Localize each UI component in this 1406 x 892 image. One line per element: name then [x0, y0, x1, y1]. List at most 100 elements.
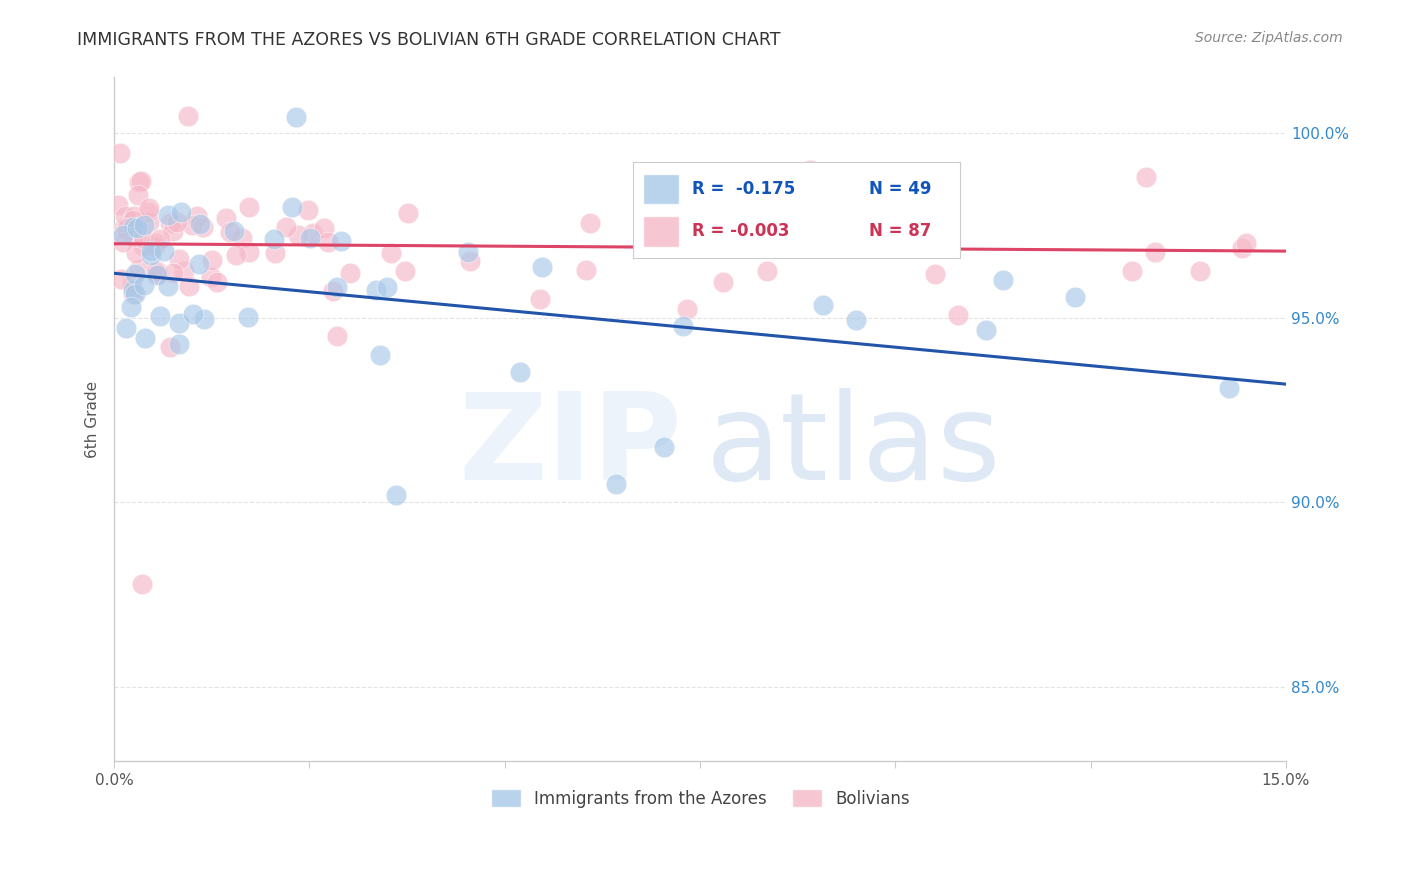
Point — [138, 201, 160, 215]
Point — [132, 218, 155, 232]
Point — [157, 207, 180, 221]
Point — [110, 272, 132, 286]
Point — [222, 223, 245, 237]
Point — [122, 213, 145, 227]
Point — [364, 283, 387, 297]
Point — [887, 212, 910, 227]
Point — [917, 219, 939, 234]
Point — [146, 264, 169, 278]
Point — [121, 283, 143, 297]
Point — [112, 228, 135, 243]
Point — [974, 322, 997, 336]
Point — [186, 209, 208, 223]
Point — [671, 319, 693, 334]
Point — [676, 301, 699, 316]
Point — [127, 188, 149, 202]
Point — [159, 216, 181, 230]
Point — [128, 261, 150, 276]
Point — [115, 221, 138, 235]
Point — [385, 488, 408, 502]
Point — [187, 257, 209, 271]
Point — [122, 287, 145, 301]
Point — [149, 232, 172, 246]
Point — [281, 200, 304, 214]
Point — [924, 267, 946, 281]
Point — [838, 238, 860, 252]
Point — [326, 329, 349, 343]
Point — [297, 202, 319, 217]
Point — [124, 287, 146, 301]
Point — [114, 221, 136, 235]
Text: ZIP: ZIP — [458, 388, 682, 505]
Point — [132, 239, 155, 253]
Point — [167, 252, 190, 266]
Point — [128, 175, 150, 189]
Point — [121, 219, 143, 234]
Point — [122, 229, 145, 244]
Point — [302, 227, 325, 241]
Point — [274, 220, 297, 235]
Point — [837, 233, 859, 247]
Bar — [643, 174, 679, 204]
Text: N = 87: N = 87 — [869, 222, 931, 240]
Point — [314, 220, 336, 235]
Point — [1064, 290, 1087, 304]
Text: R =  -0.175: R = -0.175 — [692, 180, 796, 198]
Point — [132, 231, 155, 245]
Text: R = -0.003: R = -0.003 — [692, 222, 790, 240]
Point — [1218, 381, 1240, 395]
Point — [396, 206, 419, 220]
Point — [457, 245, 479, 260]
Point — [837, 204, 859, 219]
Point — [238, 200, 260, 214]
Point — [149, 310, 172, 324]
Point — [193, 312, 215, 326]
Y-axis label: 6th Grade: 6th Grade — [86, 381, 100, 458]
Point — [114, 321, 136, 335]
Point — [124, 267, 146, 281]
Point — [173, 264, 195, 278]
Point — [574, 262, 596, 277]
Point — [114, 210, 136, 224]
Point — [225, 248, 247, 262]
Point — [375, 280, 398, 294]
Point — [339, 266, 361, 280]
Text: IMMIGRANTS FROM THE AZORES VS BOLIVIAN 6TH GRADE CORRELATION CHART: IMMIGRANTS FROM THE AZORES VS BOLIVIAN 6… — [77, 31, 780, 49]
Point — [215, 211, 238, 225]
Text: N = 49: N = 49 — [869, 180, 931, 198]
Point — [122, 210, 145, 224]
Point — [162, 224, 184, 238]
Point — [125, 245, 148, 260]
Point — [107, 198, 129, 212]
Point — [201, 253, 224, 268]
Point — [120, 300, 142, 314]
Point — [755, 264, 778, 278]
Point — [231, 231, 253, 245]
Point — [664, 217, 686, 231]
Point — [579, 216, 602, 230]
Point — [458, 254, 481, 268]
Point — [132, 277, 155, 292]
Point — [1143, 245, 1166, 260]
Point — [138, 215, 160, 229]
Point — [200, 269, 222, 284]
Point — [205, 275, 228, 289]
Point — [143, 239, 166, 253]
Point — [169, 316, 191, 330]
Point — [799, 163, 821, 178]
Point — [139, 244, 162, 259]
Point — [713, 276, 735, 290]
Point — [236, 310, 259, 325]
Point — [263, 232, 285, 246]
Point — [180, 219, 202, 233]
Point — [145, 265, 167, 279]
Point — [141, 248, 163, 262]
Point — [121, 223, 143, 237]
Point — [191, 220, 214, 235]
Point — [136, 204, 159, 219]
Point — [284, 111, 307, 125]
Point — [948, 308, 970, 322]
Point — [605, 477, 627, 491]
Point — [162, 267, 184, 281]
Point — [167, 337, 190, 351]
